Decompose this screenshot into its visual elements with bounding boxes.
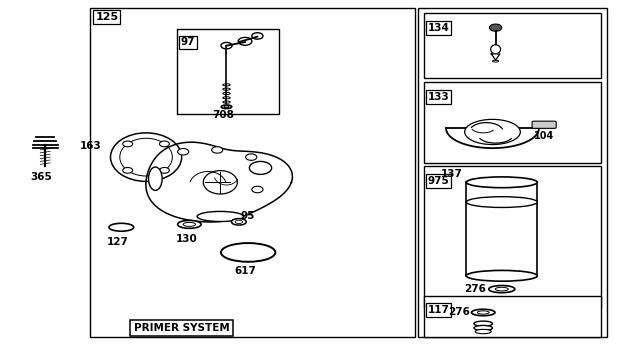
Text: 276: 276 <box>448 308 469 317</box>
Ellipse shape <box>466 197 538 208</box>
Bar <box>91 8 415 337</box>
Circle shape <box>177 148 188 155</box>
Text: 708: 708 <box>212 110 234 120</box>
Ellipse shape <box>109 223 134 231</box>
Text: 134: 134 <box>428 23 450 33</box>
Text: 117: 117 <box>428 305 450 316</box>
Text: 133: 133 <box>428 92 450 102</box>
Text: PRIMER SYSTEM: PRIMER SYSTEM <box>134 323 229 333</box>
Text: 104: 104 <box>534 131 554 141</box>
Circle shape <box>489 24 502 31</box>
Ellipse shape <box>474 321 492 326</box>
Ellipse shape <box>231 219 246 225</box>
Text: 127: 127 <box>107 237 129 247</box>
Bar <box>424 296 601 337</box>
Ellipse shape <box>197 212 244 222</box>
Ellipse shape <box>466 270 538 281</box>
Ellipse shape <box>471 309 495 316</box>
Bar <box>424 13 601 78</box>
Ellipse shape <box>490 45 500 54</box>
Circle shape <box>123 168 133 173</box>
Text: 130: 130 <box>175 234 197 244</box>
Polygon shape <box>491 54 500 60</box>
Ellipse shape <box>177 221 201 228</box>
Text: 163: 163 <box>80 142 102 151</box>
Bar <box>418 8 607 337</box>
Text: 125: 125 <box>95 12 118 22</box>
Circle shape <box>159 168 169 173</box>
FancyBboxPatch shape <box>532 121 556 129</box>
Circle shape <box>123 141 133 147</box>
Ellipse shape <box>475 329 491 334</box>
Text: 617: 617 <box>234 266 256 276</box>
Text: 97: 97 <box>180 38 195 47</box>
Text: 276: 276 <box>464 284 486 294</box>
Circle shape <box>246 154 257 160</box>
Ellipse shape <box>489 286 515 293</box>
Text: 365: 365 <box>30 171 53 182</box>
Ellipse shape <box>203 171 237 194</box>
Text: 975: 975 <box>428 176 450 186</box>
Circle shape <box>159 141 169 147</box>
Circle shape <box>252 186 263 193</box>
Text: eReplacementParts.com: eReplacementParts.com <box>211 183 304 192</box>
Text: 95: 95 <box>241 211 255 221</box>
Polygon shape <box>146 142 293 222</box>
Ellipse shape <box>466 177 538 188</box>
Text: 137: 137 <box>441 169 463 179</box>
Bar <box>424 166 601 308</box>
Ellipse shape <box>149 167 162 190</box>
Bar <box>424 82 601 163</box>
Circle shape <box>211 147 223 153</box>
Bar <box>177 30 279 114</box>
Ellipse shape <box>474 325 492 330</box>
Ellipse shape <box>464 119 520 144</box>
Ellipse shape <box>110 133 182 181</box>
Circle shape <box>249 161 272 174</box>
Ellipse shape <box>221 243 275 262</box>
